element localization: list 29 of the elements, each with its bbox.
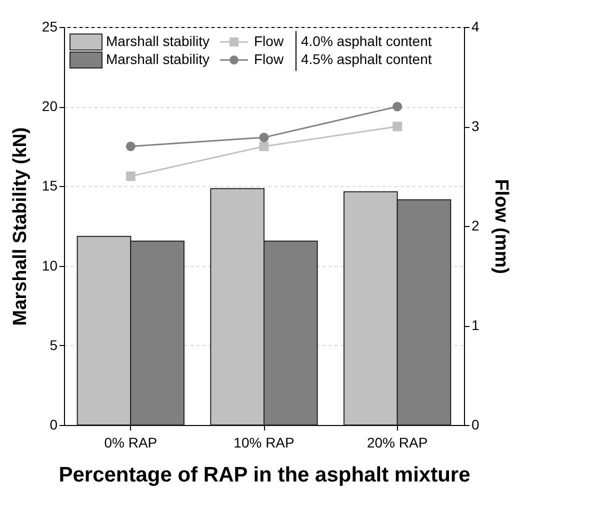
y2-tick-label: 4: [472, 18, 480, 34]
y-tick-label: 0: [50, 416, 58, 432]
point: [126, 142, 136, 152]
legend-label: Marshall stability: [106, 51, 210, 67]
y-tick-label: 25: [42, 18, 58, 34]
annotation: 4.0% asphalt content: [301, 33, 432, 49]
point: [392, 102, 402, 112]
legend-label: Flow: [254, 33, 284, 49]
y2-tick-label: 2: [472, 218, 480, 234]
legend-label: Flow: [254, 51, 284, 67]
annotation: 4.5% asphalt content: [301, 51, 432, 67]
legend-label: Marshall stability: [106, 33, 210, 49]
x-tick-label: 0% RAP: [104, 434, 158, 450]
point: [259, 132, 269, 142]
y-tick-label: 20: [42, 98, 58, 114]
y-axis-title: Marshall Stability (kN): [10, 127, 31, 326]
x-axis-title: Percentage of RAP in the asphalt mixture: [58, 464, 470, 486]
point: [392, 122, 402, 132]
y-tick-label: 10: [42, 257, 58, 274]
y2-tick-label: 3: [472, 118, 480, 134]
y-tick-label: 15: [42, 178, 58, 194]
y-tick-label: 5: [50, 336, 58, 353]
y2-tick-label: 1: [472, 317, 480, 333]
point: [126, 172, 136, 181]
y2-tick-label: 0: [472, 416, 480, 432]
point: [259, 142, 269, 152]
x-tick-label: 10% RAP: [234, 434, 294, 450]
x-tick-label: 20% RAP: [366, 434, 428, 450]
y2-axis-title: Flow (mm): [490, 179, 512, 274]
